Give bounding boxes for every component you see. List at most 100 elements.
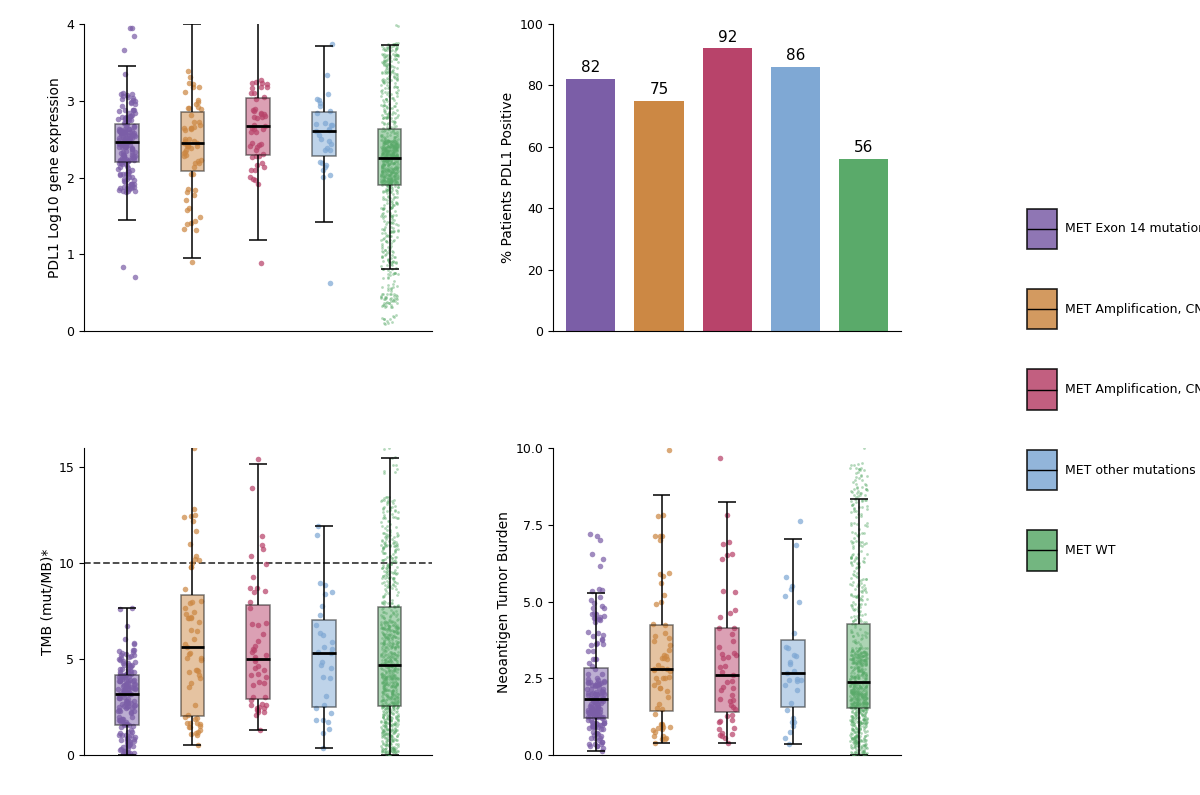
Point (376, 143, 395, 156)
Point (587, 652, 606, 665)
Point (846, 699, 865, 712)
Point (384, 573, 403, 586)
Point (578, 688, 598, 701)
Point (841, 649, 860, 661)
Point (857, 701, 876, 714)
Point (857, 734, 876, 747)
Point (850, 657, 869, 669)
Point (857, 738, 876, 750)
Point (844, 685, 863, 698)
Point (374, 430, 394, 443)
Point (186, 713, 205, 726)
Point (374, 712, 394, 725)
Point (384, 69, 403, 82)
Point (850, 662, 869, 675)
Point (383, 147, 402, 160)
Point (379, 683, 398, 696)
Point (115, 111, 134, 124)
Point (384, 630, 403, 642)
Point (854, 716, 874, 728)
Point (386, 262, 406, 274)
Point (373, 148, 392, 161)
Point (374, 51, 394, 64)
Point (373, 541, 392, 554)
Point (380, 141, 400, 153)
Point (389, 688, 408, 700)
Point (248, 452, 268, 465)
Point (852, 708, 871, 720)
Point (854, 688, 874, 700)
Point (118, 180, 137, 192)
Point (848, 696, 868, 709)
Point (373, 653, 392, 666)
Point (384, 251, 403, 264)
Point (846, 743, 865, 756)
Point (776, 570, 796, 583)
Point (378, 632, 397, 645)
Point (844, 724, 863, 737)
Point (379, 568, 398, 580)
Point (847, 556, 866, 569)
Point (374, 576, 394, 588)
Point (382, 126, 401, 138)
Point (850, 716, 869, 729)
Point (845, 714, 864, 727)
Point (121, 681, 140, 693)
Point (244, 173, 263, 185)
Point (841, 611, 860, 623)
Point (854, 372, 874, 385)
Point (379, 576, 398, 588)
Point (385, 723, 404, 735)
Point (372, 289, 391, 302)
Point (850, 664, 869, 677)
Point (378, 150, 397, 163)
Point (313, 164, 332, 176)
Point (372, 160, 391, 173)
Point (844, 688, 863, 700)
Point (383, 689, 402, 702)
Point (388, 588, 407, 601)
Point (848, 529, 868, 542)
Point (853, 666, 872, 679)
Point (323, 38, 342, 51)
Point (376, 703, 395, 716)
Point (847, 518, 866, 530)
Point (846, 658, 865, 671)
Point (114, 175, 133, 188)
Point (848, 661, 868, 673)
Point (374, 42, 394, 55)
Point (379, 691, 398, 704)
Point (382, 423, 401, 436)
Point (377, 78, 396, 91)
Point (848, 735, 868, 748)
Point (188, 739, 208, 751)
Point (851, 343, 870, 356)
Point (383, 733, 402, 746)
Point (373, 255, 392, 268)
Point (853, 671, 872, 684)
Point (587, 691, 606, 704)
Point (382, 288, 401, 301)
Point (245, 653, 264, 665)
Point (850, 680, 869, 692)
Point (379, 650, 398, 662)
Point (386, 738, 406, 750)
Point (382, 292, 401, 304)
Point (181, 122, 200, 134)
Point (845, 618, 864, 630)
Bar (115, 124, 138, 162)
Point (382, 195, 401, 207)
Point (384, 192, 403, 205)
Point (382, 138, 401, 150)
Point (850, 655, 869, 668)
Point (175, 137, 194, 149)
Point (846, 351, 865, 363)
Point (188, 726, 208, 739)
Point (383, 578, 402, 591)
Point (844, 685, 863, 698)
Point (251, 256, 270, 269)
Point (119, 168, 138, 180)
Point (856, 703, 875, 716)
Point (844, 702, 863, 715)
Point (379, 255, 398, 268)
